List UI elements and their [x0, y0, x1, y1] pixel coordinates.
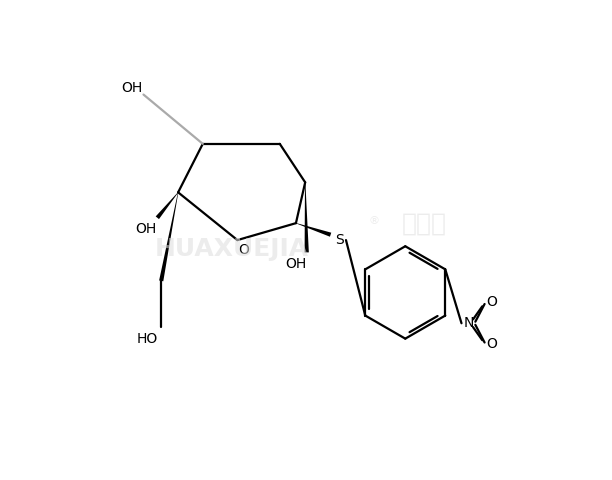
Text: 化学加: 化学加 [402, 211, 447, 235]
Text: O: O [238, 243, 249, 257]
Text: HUAXUEJIA: HUAXUEJIA [155, 237, 309, 261]
Text: O: O [486, 296, 497, 310]
Text: ®: ® [369, 216, 380, 226]
Text: OH: OH [121, 82, 143, 96]
Text: N: N [464, 316, 474, 330]
Text: OH: OH [135, 222, 157, 236]
Polygon shape [296, 223, 331, 237]
Polygon shape [305, 182, 309, 252]
Polygon shape [159, 192, 178, 281]
Text: S: S [335, 233, 344, 247]
Polygon shape [155, 192, 178, 219]
Text: O: O [486, 337, 497, 351]
Text: HO: HO [136, 332, 158, 346]
Text: OH: OH [285, 257, 307, 271]
